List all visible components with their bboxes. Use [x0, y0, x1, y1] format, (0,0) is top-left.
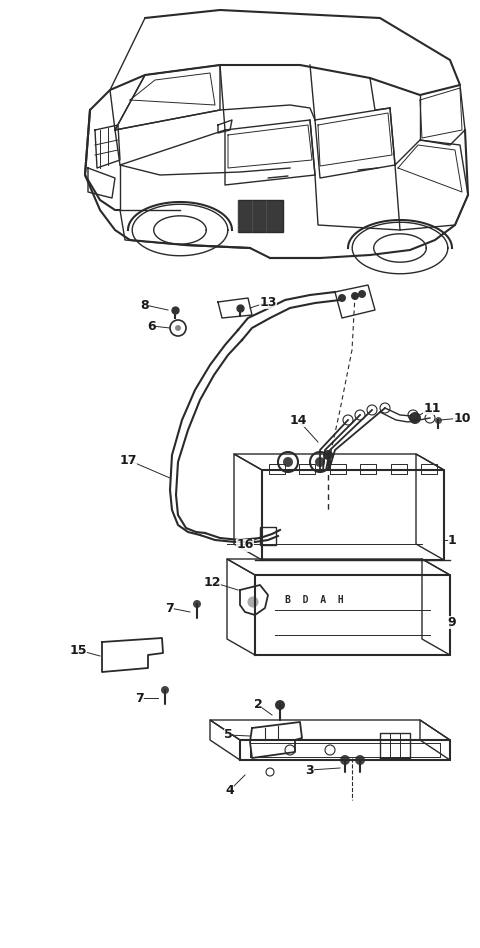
Text: 16: 16 [236, 538, 254, 552]
Circle shape [338, 294, 346, 302]
Text: 1: 1 [448, 534, 456, 546]
Circle shape [358, 290, 366, 298]
Text: 15: 15 [69, 644, 87, 657]
Text: 6: 6 [148, 319, 156, 333]
Text: 2: 2 [253, 699, 263, 712]
Text: 10: 10 [453, 411, 471, 425]
Circle shape [161, 686, 169, 694]
Text: 17: 17 [119, 453, 137, 466]
Text: 8: 8 [141, 299, 149, 312]
Circle shape [351, 292, 359, 300]
Text: B  D  A  H: B D A H [285, 595, 344, 605]
FancyBboxPatch shape [238, 200, 283, 232]
Text: 7: 7 [166, 601, 174, 614]
Text: 12: 12 [203, 575, 221, 589]
FancyBboxPatch shape [260, 527, 276, 545]
Circle shape [409, 412, 421, 424]
Text: 14: 14 [289, 413, 307, 427]
Circle shape [248, 597, 258, 607]
Text: 7: 7 [136, 691, 144, 704]
Circle shape [275, 700, 285, 710]
Text: 11: 11 [423, 402, 441, 414]
Circle shape [193, 600, 201, 608]
Circle shape [283, 457, 293, 467]
Text: 3: 3 [306, 763, 314, 776]
Text: 4: 4 [226, 783, 234, 796]
Circle shape [323, 450, 333, 460]
Text: 5: 5 [224, 728, 232, 741]
Circle shape [315, 457, 325, 467]
Circle shape [133, 649, 143, 659]
Circle shape [355, 755, 365, 765]
Circle shape [175, 325, 181, 331]
Circle shape [340, 755, 350, 765]
Text: 9: 9 [448, 615, 456, 629]
Circle shape [113, 651, 123, 661]
Text: 13: 13 [259, 296, 276, 308]
